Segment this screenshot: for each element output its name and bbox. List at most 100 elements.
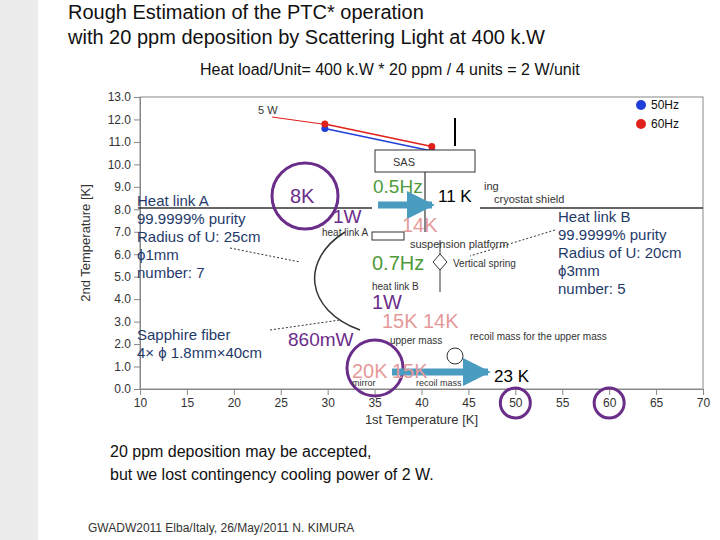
x-tick: 55 (556, 389, 570, 410)
y-tick-label: 2.0 (114, 337, 131, 351)
x-tick-label: 55 (556, 396, 570, 410)
y-tick-mark (134, 367, 140, 368)
y-tick-label: 3.0 (114, 315, 131, 329)
series-group (321, 120, 435, 154)
legend: 50Hz60Hz (636, 98, 679, 131)
x-tick: 50 (509, 389, 523, 410)
legend-marker (636, 119, 646, 129)
x-tick: 40 (415, 389, 429, 410)
diagram-label: heat link A (322, 227, 368, 238)
diagram-label: 23 K (494, 367, 530, 386)
spring (433, 254, 447, 270)
highlight-circle (594, 388, 624, 418)
y-tick-mark (134, 164, 140, 165)
diagram-label: 11 K (438, 187, 472, 206)
y-tick-mark (134, 187, 140, 188)
y-tick-mark (134, 142, 140, 143)
diagram-label: upper mass (390, 335, 442, 346)
x-tick: 15 (181, 389, 195, 410)
diagram-label: Heat link A (137, 192, 209, 209)
y-tick-label: 8.0 (114, 203, 131, 217)
diagram-label: 1W (333, 206, 362, 227)
x-tick: 45 (462, 389, 476, 410)
x-tick-label: 50 (509, 396, 523, 410)
diagram-label: Radius of U: 20cm (558, 244, 681, 261)
x-tick-label: 30 (321, 396, 335, 410)
x-tick-mark (562, 389, 563, 395)
slide-title: with 20 ppm deposition by Scattering Lig… (67, 26, 545, 48)
diagram-label: Sapphire fiber (137, 326, 230, 343)
diagram-label: recoil mass (416, 378, 462, 388)
y-tick-label: 0.0 (114, 382, 131, 396)
x-tick-mark (515, 389, 516, 395)
diagram-label: 99.9999% purity (558, 226, 667, 243)
diagram-label: Heat link B (558, 208, 631, 225)
y-tick-label: 12.0 (108, 113, 132, 127)
diagram-label: recoil mass for the upper mass (470, 331, 607, 342)
conclusion: 20 ppm deposition may be accepted, (110, 443, 372, 460)
x-tick-mark (375, 389, 376, 395)
marker-line (454, 118, 456, 146)
footer: GWADW2011 Elba/Italy, 26/May/2011 N. KIM… (88, 521, 354, 535)
x-tick: 20 (228, 389, 242, 410)
diagram-label: 5 W (258, 104, 278, 116)
diagram-label: ϕ3mm (558, 262, 600, 279)
x-tick-label: 15 (181, 396, 195, 410)
x-tick-mark (656, 389, 657, 395)
y-tick: 11.0 (109, 135, 140, 149)
diagram: 5 WSAS8K0.5Hz11 King1Wheat link A14Kcryo… (137, 104, 703, 418)
curve-label-line (272, 117, 322, 124)
diagram-label: 0.5Hz (373, 176, 423, 197)
y-tick-label: 9.0 (114, 180, 131, 194)
x-tick-label: 25 (275, 396, 289, 410)
x-tick-label: 35 (368, 396, 382, 410)
series-line (325, 128, 432, 150)
diagram-label: Radius of U: 25cm (137, 228, 260, 245)
x-tick-label: 70 (697, 396, 711, 410)
y-axis: 0.01.02.03.04.05.06.07.08.09.010.011.012… (108, 90, 141, 396)
diagram-label: ϕ1mm (137, 246, 179, 263)
y-tick: 0.0 (114, 382, 140, 396)
diagram-label: mirror (352, 378, 376, 388)
y-tick-mark (134, 97, 140, 98)
diagram-label: ing (484, 180, 499, 192)
y-tick-mark (134, 322, 140, 323)
x-tick-label: 65 (650, 396, 664, 410)
slide: Rough Estimation of the PTC* operation wi… (0, 0, 720, 540)
pointer (230, 248, 300, 262)
y-tick-label: 5.0 (114, 270, 131, 284)
x-tick-label: 40 (415, 396, 429, 410)
recoil-mass (447, 348, 463, 364)
y-tick-label: 7.0 (114, 225, 131, 239)
legend-label: 50Hz (651, 98, 679, 112)
slide-title: Rough Estimation of the PTC* operation (68, 1, 424, 23)
x-tick-mark (140, 389, 141, 395)
side-band (0, 0, 38, 540)
highlight-circle (500, 388, 530, 418)
diagram-label: cryostat shield (494, 193, 564, 205)
y-tick-label: 6.0 (114, 248, 131, 262)
heat-link-curve (315, 232, 360, 330)
y-tick: 12.0 (108, 113, 140, 127)
x-tick: 35 (368, 389, 382, 410)
y-tick-label: 4.0 (114, 292, 131, 306)
arrow (378, 202, 432, 209)
x-tick-mark (703, 389, 704, 395)
diagram-label: 8K (290, 185, 315, 207)
sas-box (375, 150, 475, 172)
diagram-label: number: 7 (137, 264, 205, 281)
x-tick-mark (187, 389, 188, 395)
y-tick: 10.0 (108, 158, 140, 172)
diagram-label: 15K (382, 310, 418, 332)
x-tick-mark (468, 389, 469, 395)
x-tick: 65 (650, 389, 664, 410)
y-tick-mark (134, 389, 140, 390)
x-tick-label: 45 (462, 396, 476, 410)
legend-marker (636, 100, 646, 110)
y-tick: 13.0 (108, 90, 140, 104)
diagram-label: Vertical spring (453, 258, 516, 269)
x-tick-label: 60 (603, 396, 617, 410)
series-line (325, 124, 432, 146)
series-point (428, 143, 435, 150)
diagram-label: 14K (423, 310, 459, 332)
